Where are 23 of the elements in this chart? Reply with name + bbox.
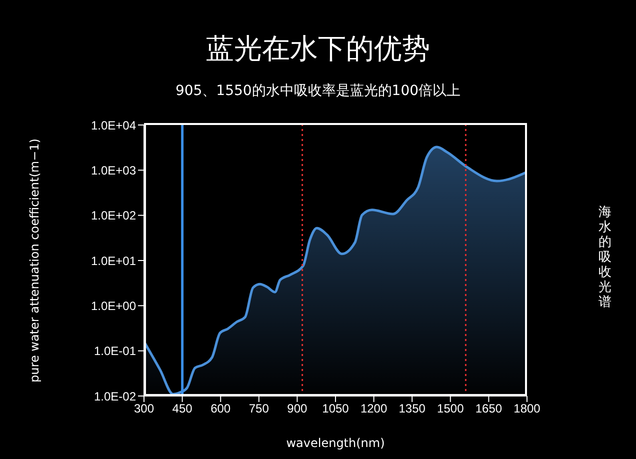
chart-title: 蓝光在水下的优势 — [205, 31, 431, 67]
x-tick-label: 1800 — [514, 402, 541, 416]
y-tick-label: 1.0E+00 — [90, 298, 136, 313]
x-tick-label: 750 — [248, 402, 270, 416]
x-axis-title: wavelength(nm) — [286, 436, 385, 450]
y-tick-label: 1.0E+04 — [90, 118, 136, 132]
x-tick-label: 450 — [172, 402, 193, 416]
x-tick-label: 1050 — [322, 402, 350, 416]
y-axis-title: pure water attenuation coefficient(m−1) — [27, 138, 42, 382]
chart-subtitle: 905、1550的水中吸收率是蓝光的100倍以上 — [174, 82, 462, 100]
y-tick-label: 1.0E+02 — [90, 208, 136, 223]
x-tick-label: 900 — [287, 402, 308, 416]
y-tick-label: 1.0E-02 — [94, 389, 136, 404]
y-tick-label: 1.0E+03 — [90, 163, 136, 178]
x-tick-label: 1650 — [475, 402, 502, 416]
x-tick-label: 600 — [210, 402, 231, 416]
x-tick-label: 1350 — [398, 402, 426, 416]
x-tick-label: 300 — [134, 402, 154, 416]
x-tick-label: 1500 — [437, 402, 464, 416]
text: 海水的吸收光谱 — [598, 205, 612, 310]
y-tick-label: 1.0E-01 — [94, 344, 136, 358]
x-tick-label: 1200 — [360, 402, 388, 416]
y-tick-label: 1.0E+01 — [90, 254, 136, 268]
